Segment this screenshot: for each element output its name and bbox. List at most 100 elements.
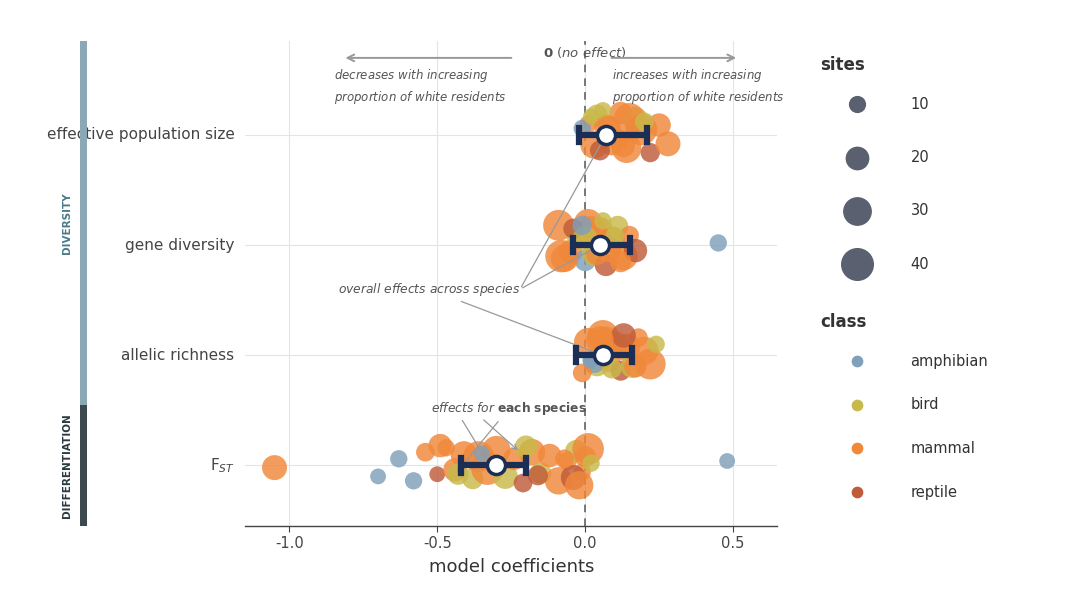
Text: 10: 10 bbox=[911, 97, 929, 112]
Point bbox=[488, 445, 505, 454]
Point bbox=[266, 463, 283, 472]
Point bbox=[446, 465, 463, 475]
Point bbox=[591, 335, 608, 345]
Point bbox=[618, 144, 635, 153]
Point bbox=[562, 247, 579, 256]
Point bbox=[438, 443, 455, 453]
Point bbox=[553, 251, 570, 261]
Point bbox=[612, 366, 629, 375]
Text: 20: 20 bbox=[911, 150, 930, 165]
Point bbox=[603, 363, 620, 374]
Text: gene diversity: gene diversity bbox=[126, 238, 234, 252]
Point bbox=[616, 141, 633, 151]
Point bbox=[576, 234, 593, 243]
Text: amphibian: amphibian bbox=[911, 354, 988, 369]
Point bbox=[597, 260, 615, 269]
Point bbox=[606, 339, 623, 349]
Point bbox=[616, 331, 633, 340]
Point bbox=[589, 249, 606, 259]
Point bbox=[583, 459, 600, 468]
Point bbox=[586, 140, 603, 150]
Point bbox=[849, 400, 866, 410]
Point bbox=[574, 368, 591, 378]
Point bbox=[636, 117, 653, 126]
Text: 30: 30 bbox=[911, 203, 929, 219]
Point bbox=[591, 145, 608, 155]
Text: F$_{ST}$: F$_{ST}$ bbox=[210, 456, 234, 475]
Point bbox=[719, 456, 736, 466]
Point bbox=[564, 224, 581, 233]
Point bbox=[636, 346, 653, 356]
Point bbox=[583, 227, 600, 236]
Text: $\bf{\it{overall}}$ $\it{effects\ across\ species}$: $\bf{\it{overall}}$ $\it{effects\ across… bbox=[338, 281, 599, 355]
Point bbox=[574, 124, 591, 133]
Text: allelic richness: allelic richness bbox=[121, 348, 234, 363]
Point bbox=[532, 469, 550, 478]
Point bbox=[589, 359, 606, 369]
Point bbox=[594, 106, 611, 115]
Point bbox=[470, 452, 487, 462]
Point bbox=[579, 337, 596, 347]
Text: $\it{effects\ for}$ $\bf{each\ species}$: $\it{effects\ for}$ $\bf{each\ species}$ bbox=[431, 400, 587, 471]
Point bbox=[518, 442, 535, 452]
Point bbox=[616, 251, 633, 261]
Point bbox=[597, 122, 615, 131]
Point bbox=[429, 469, 446, 479]
Text: $\bf{\it{decreases}}$ $\it{with\ increasing}$
$\it{proportion\ of\ white\ reside: $\bf{\it{decreases}}$ $\it{with\ increas… bbox=[333, 67, 506, 106]
Point bbox=[603, 235, 620, 244]
Point bbox=[591, 225, 608, 235]
Point bbox=[416, 447, 433, 457]
Point bbox=[583, 355, 600, 365]
Point bbox=[642, 359, 659, 369]
Point bbox=[583, 112, 600, 121]
Text: mammal: mammal bbox=[911, 441, 976, 456]
Point bbox=[405, 476, 422, 486]
Point bbox=[550, 476, 567, 486]
Text: DIFFERENTIATION: DIFFERENTIATION bbox=[62, 413, 72, 518]
Point bbox=[849, 356, 866, 366]
Point bbox=[612, 257, 629, 267]
Point bbox=[591, 241, 608, 250]
Point bbox=[618, 343, 635, 352]
Point bbox=[576, 256, 593, 265]
Point bbox=[594, 331, 611, 340]
Point bbox=[621, 230, 638, 240]
Point bbox=[564, 473, 581, 482]
Point bbox=[612, 108, 629, 118]
Point bbox=[642, 148, 659, 157]
Point bbox=[597, 130, 615, 139]
Point bbox=[849, 259, 866, 269]
Point bbox=[627, 115, 644, 124]
Text: $\bf{\it{increases}}$ $\it{with\ increasing}$
$\it{proportion\ of\ white\ reside: $\bf{\it{increases}}$ $\it{with\ increas… bbox=[611, 67, 784, 106]
Point bbox=[629, 333, 646, 342]
Point bbox=[559, 456, 576, 466]
Text: 40: 40 bbox=[911, 257, 929, 272]
Point bbox=[601, 122, 618, 132]
Point bbox=[556, 254, 573, 263]
Point bbox=[609, 135, 626, 144]
Point bbox=[506, 454, 523, 463]
Point bbox=[574, 467, 591, 477]
Text: effective population size: effective population size bbox=[47, 128, 234, 142]
Point bbox=[594, 350, 611, 360]
Point bbox=[633, 125, 650, 134]
Point bbox=[370, 472, 387, 481]
Point bbox=[586, 357, 603, 366]
Point bbox=[579, 218, 596, 228]
Point bbox=[659, 139, 676, 148]
Point bbox=[464, 474, 481, 483]
Point bbox=[709, 238, 726, 248]
Point bbox=[456, 450, 473, 459]
Point bbox=[609, 222, 626, 231]
Point bbox=[586, 249, 603, 259]
Point bbox=[624, 362, 641, 371]
Point bbox=[571, 480, 588, 490]
Point bbox=[648, 339, 665, 349]
Point bbox=[488, 461, 505, 470]
Text: bird: bird bbox=[911, 397, 939, 413]
Point bbox=[651, 121, 668, 130]
Point bbox=[594, 216, 611, 226]
Point bbox=[449, 469, 466, 479]
Point bbox=[627, 362, 644, 371]
Point bbox=[609, 342, 626, 351]
